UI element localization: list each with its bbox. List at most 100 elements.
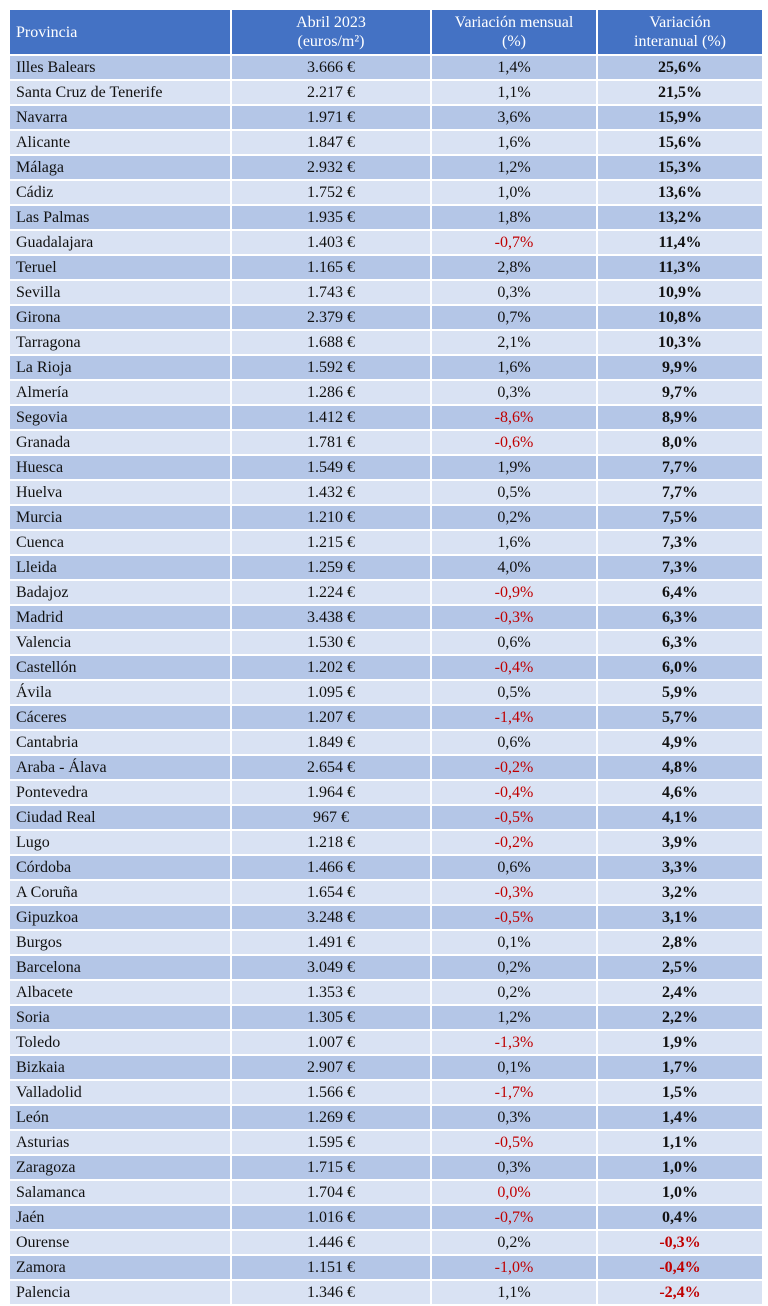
table-row: Madrid 3.438 € -0,3% 6,3%: [8, 604, 764, 631]
price-cell: 3.049 €: [230, 954, 432, 981]
monthly-variation-cell: -0,3%: [430, 879, 598, 906]
header-row: Provincia Abril 2023 (euros/m²) Variación…: [8, 8, 764, 56]
table-row: Araba - Álava 2.654 € -0,2% 4,8%: [8, 754, 764, 781]
monthly-variation-cell: 4,0%: [430, 554, 598, 581]
province-cell: Las Palmas: [8, 204, 232, 231]
yearly-variation-cell: 15,3%: [596, 154, 764, 181]
price-cell: 1.259 €: [230, 554, 432, 581]
table-row: Segovia 1.412 € -8,6% 8,9%: [8, 404, 764, 431]
monthly-variation-cell: -8,6%: [430, 404, 598, 431]
province-cell: Albacete: [8, 979, 232, 1006]
table-row: Pontevedra 1.964 € -0,4% 4,6%: [8, 779, 764, 806]
province-cell: Sevilla: [8, 279, 232, 306]
yearly-variation-cell: 3,1%: [596, 904, 764, 931]
price-cell: 2.379 €: [230, 304, 432, 331]
yearly-variation-cell: 0,4%: [596, 1204, 764, 1231]
header-monthly-variation: Variación mensual (%): [430, 8, 598, 56]
yearly-variation-cell: 15,9%: [596, 104, 764, 131]
price-cell: 1.207 €: [230, 704, 432, 731]
monthly-variation-cell: 1,1%: [430, 79, 598, 106]
yearly-variation-cell: 4,1%: [596, 804, 764, 831]
table-row: Badajoz 1.224 € -0,9% 6,4%: [8, 579, 764, 606]
monthly-variation-cell: 0,7%: [430, 304, 598, 331]
price-cell: 1.016 €: [230, 1204, 432, 1231]
province-cell: Alicante: [8, 129, 232, 156]
monthly-variation-cell: 0,0%: [430, 1179, 598, 1206]
province-cell: Ciudad Real: [8, 804, 232, 831]
table-row: Guadalajara 1.403 € -0,7% 11,4%: [8, 229, 764, 256]
price-cell: 1.530 €: [230, 629, 432, 656]
yearly-variation-cell: 1,1%: [596, 1129, 764, 1156]
monthly-variation-cell: -0,9%: [430, 579, 598, 606]
yearly-variation-cell: 1,5%: [596, 1079, 764, 1106]
table-row: Cantabria 1.849 €0,6% 4,9%: [8, 729, 764, 756]
monthly-variation-cell: 0,1%: [430, 929, 598, 956]
province-cell: Palencia: [8, 1279, 232, 1306]
table-row: Ciudad Real 967 € -0,5% 4,1%: [8, 804, 764, 831]
monthly-variation-cell: 0,6%: [430, 729, 598, 756]
price-cell: 1.403 €: [230, 229, 432, 256]
table-row: Valencia 1.530 €0,6% 6,3%: [8, 629, 764, 656]
table-row: Lugo 1.218 € -0,2% 3,9%: [8, 829, 764, 856]
monthly-variation-cell: -0,5%: [430, 1129, 598, 1156]
table-row: Zaragoza 1.715 €0,3% 1,0%: [8, 1154, 764, 1181]
yearly-variation-cell: 4,6%: [596, 779, 764, 806]
price-cell: 1.549 €: [230, 454, 432, 481]
price-cell: 1.346 €: [230, 1279, 432, 1306]
province-cell: León: [8, 1104, 232, 1131]
price-cell: 1.715 €: [230, 1154, 432, 1181]
price-cell: 1.202 €: [230, 654, 432, 681]
monthly-variation-cell: 1,6%: [430, 354, 598, 381]
table-row: La Rioja 1.592 €1,6% 9,9%: [8, 354, 764, 381]
yearly-variation-cell: 1,0%: [596, 1154, 764, 1181]
monthly-variation-cell: -0,3%: [430, 604, 598, 631]
table-row: Gipuzkoa 3.248 € -0,5% 3,1%: [8, 904, 764, 931]
province-cell: Toledo: [8, 1029, 232, 1056]
monthly-variation-cell: -0,2%: [430, 829, 598, 856]
price-cell: 1.446 €: [230, 1229, 432, 1256]
yearly-variation-cell: 5,9%: [596, 679, 764, 706]
price-cell: 1.165 €: [230, 254, 432, 281]
province-cell: Cádiz: [8, 179, 232, 206]
monthly-variation-cell: 1,6%: [430, 129, 598, 156]
province-cell: Madrid: [8, 604, 232, 631]
price-cell: 3.666 €: [230, 54, 432, 81]
monthly-variation-cell: 0,5%: [430, 479, 598, 506]
header-yearly-variation: Variación interanual (%): [596, 8, 764, 56]
price-cell: 3.438 €: [230, 604, 432, 631]
province-cell: La Rioja: [8, 354, 232, 381]
province-cell: A Coruña: [8, 879, 232, 906]
monthly-variation-cell: -0,4%: [430, 654, 598, 681]
price-cell: 1.704 €: [230, 1179, 432, 1206]
yearly-variation-cell: 3,3%: [596, 854, 764, 881]
province-cell: Cantabria: [8, 729, 232, 756]
province-cell: Jaén: [8, 1204, 232, 1231]
table-row: Ourense 1.446 €0,2% -0,3%: [8, 1229, 764, 1256]
monthly-variation-cell: 0,2%: [430, 1229, 598, 1256]
monthly-variation-cell: 0,3%: [430, 379, 598, 406]
yearly-variation-cell: 1,7%: [596, 1054, 764, 1081]
price-cell: 1.007 €: [230, 1029, 432, 1056]
price-cell: 3.248 €: [230, 904, 432, 931]
table-row: Huelva 1.432 €0,5% 7,7%: [8, 479, 764, 506]
table-row: Palencia 1.346 €1,1% -2,4%: [8, 1279, 764, 1306]
price-cell: 1.305 €: [230, 1004, 432, 1031]
price-cell: 1.849 €: [230, 729, 432, 756]
table-row: Santa Cruz de Tenerife 2.217 €1,1% 21,5%: [8, 79, 764, 106]
price-cell: 1.432 €: [230, 479, 432, 506]
province-cell: Barcelona: [8, 954, 232, 981]
province-cell: Ourense: [8, 1229, 232, 1256]
yearly-variation-cell: 1,9%: [596, 1029, 764, 1056]
table-row: Ávila 1.095 €0,5% 5,9%: [8, 679, 764, 706]
province-cell: Araba - Álava: [8, 754, 232, 781]
province-cell: Granada: [8, 429, 232, 456]
province-cell: Córdoba: [8, 854, 232, 881]
yearly-variation-cell: 3,9%: [596, 829, 764, 856]
yearly-variation-cell: 15,6%: [596, 129, 764, 156]
table-row: Las Palmas 1.935 €1,8% 13,2%: [8, 204, 764, 231]
price-table: Provincia Abril 2023 (euros/m²) Variación…: [8, 8, 764, 1306]
table-row: Jaén 1.016 € -0,7% 0,4%: [8, 1204, 764, 1231]
price-cell: 1.566 €: [230, 1079, 432, 1106]
yearly-variation-cell: 13,2%: [596, 204, 764, 231]
table-row: Navarra 1.971 €3,6% 15,9%: [8, 104, 764, 131]
